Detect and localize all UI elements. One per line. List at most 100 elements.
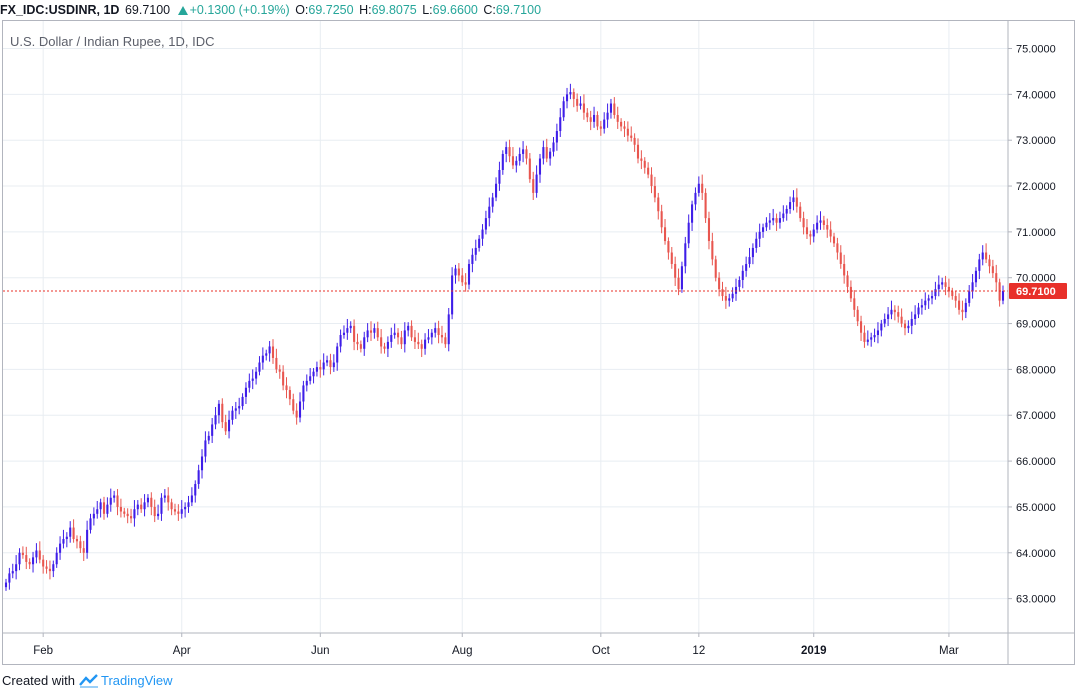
candle-body (102, 502, 106, 514)
candle-body (349, 325, 352, 329)
candle-body (457, 268, 460, 276)
candle-body (947, 286, 950, 292)
candle-body (92, 513, 95, 519)
candle-body (420, 344, 423, 349)
candle-body (968, 291, 971, 303)
high-value: 69.8075 (371, 3, 417, 17)
symbol-label[interactable]: FX_IDC:USDINR, 1D (0, 3, 120, 17)
candle-body (951, 291, 954, 297)
candle-body (653, 186, 656, 198)
price-axis: 63.0000 64.0000 65.0000 66.0000 67.0000 68.00… (1007, 21, 1056, 664)
candle-body (511, 156, 514, 166)
candle-body (180, 509, 183, 514)
candle-body (255, 371, 258, 379)
candle-body (28, 561, 31, 565)
candle-body (626, 128, 629, 136)
candle-body (995, 273, 998, 283)
candle-body (538, 158, 542, 175)
candle-body (613, 103, 616, 115)
candle-body (86, 529, 89, 553)
candle-body (332, 362, 335, 368)
footer-brand[interactable]: TradingView (100, 673, 173, 688)
candle-body (38, 550, 41, 560)
candle-body (843, 263, 846, 276)
candle-body (582, 103, 585, 113)
candle-body (890, 309, 893, 315)
candle-body (846, 275, 849, 287)
candle-body (8, 573, 11, 583)
candle-body (985, 252, 988, 260)
candle-body (849, 286, 852, 299)
candle-body (674, 263, 677, 278)
candle-body (390, 335, 393, 342)
candle-body (832, 236, 836, 244)
candle-body (326, 360, 329, 363)
footer-credit: Created with TradingView (2, 671, 173, 691)
candle-body (380, 337, 383, 347)
candle-body (244, 387, 248, 397)
candle-body (356, 341, 359, 345)
candle-body (927, 298, 930, 301)
candle-body (758, 231, 761, 239)
candle-body (116, 495, 119, 507)
candle-body (731, 293, 734, 299)
candle-body (920, 305, 923, 308)
candle-body (630, 135, 633, 138)
y-tick-label: 65.0000 (1016, 502, 1056, 514)
candle-body (795, 197, 798, 207)
candle-body (616, 114, 619, 122)
candle-body (684, 243, 687, 267)
candle-body (295, 410, 298, 418)
candle-body (586, 112, 589, 118)
candle-body (359, 344, 362, 349)
candle-body (883, 318, 886, 324)
candle-body (194, 484, 197, 496)
candle-body (143, 502, 146, 510)
candle-body (407, 325, 410, 331)
candle-body (133, 509, 136, 519)
candle-body (75, 539, 79, 542)
price-chart[interactable]: 63.0000 64.0000 65.0000 66.0000 67.0000 68.00… (0, 0, 1077, 670)
candle-body (647, 167, 650, 175)
candle-body (880, 323, 883, 331)
candle-body (123, 511, 126, 514)
candle-body (799, 206, 802, 219)
candle-body (187, 502, 190, 507)
candle-body (711, 241, 714, 260)
candle-body (197, 470, 200, 485)
candle-body (958, 300, 961, 310)
footer-prefix: Created with (2, 673, 75, 688)
candle-body (525, 149, 528, 159)
candle-body (822, 220, 825, 225)
candle-body (522, 149, 525, 154)
candle-body (785, 208, 788, 214)
price-change: +0.1300 (+0.19%) (189, 3, 290, 17)
candle-body (410, 325, 413, 338)
candle-body (728, 298, 731, 301)
candle-body (48, 568, 51, 572)
candle-body (288, 390, 291, 400)
candle-body (89, 518, 92, 530)
candle-body (643, 160, 646, 168)
candle-body (82, 548, 85, 553)
candle-body (1001, 291, 1005, 301)
candle-body (474, 247, 477, 255)
candle-body (768, 220, 771, 223)
candle-body (211, 424, 214, 436)
candle-body (430, 332, 433, 338)
candle-body (569, 92, 572, 95)
candle-body (991, 266, 994, 274)
candle-body (15, 564, 18, 572)
candle-body (106, 504, 109, 514)
candle-body (184, 506, 187, 510)
candle-body (836, 243, 839, 253)
candle-body (751, 247, 754, 258)
candle-body (691, 204, 694, 223)
candle-body (978, 259, 981, 271)
candle-body (863, 332, 866, 342)
open-value: 69.7250 (308, 3, 354, 17)
symbol-header: FX_IDC:USDINR, 1D 69.7100 +0.1300 (+0.19… (0, 0, 1077, 20)
candle-body (437, 328, 440, 336)
candle-body (413, 337, 416, 342)
candle-body (495, 183, 498, 198)
